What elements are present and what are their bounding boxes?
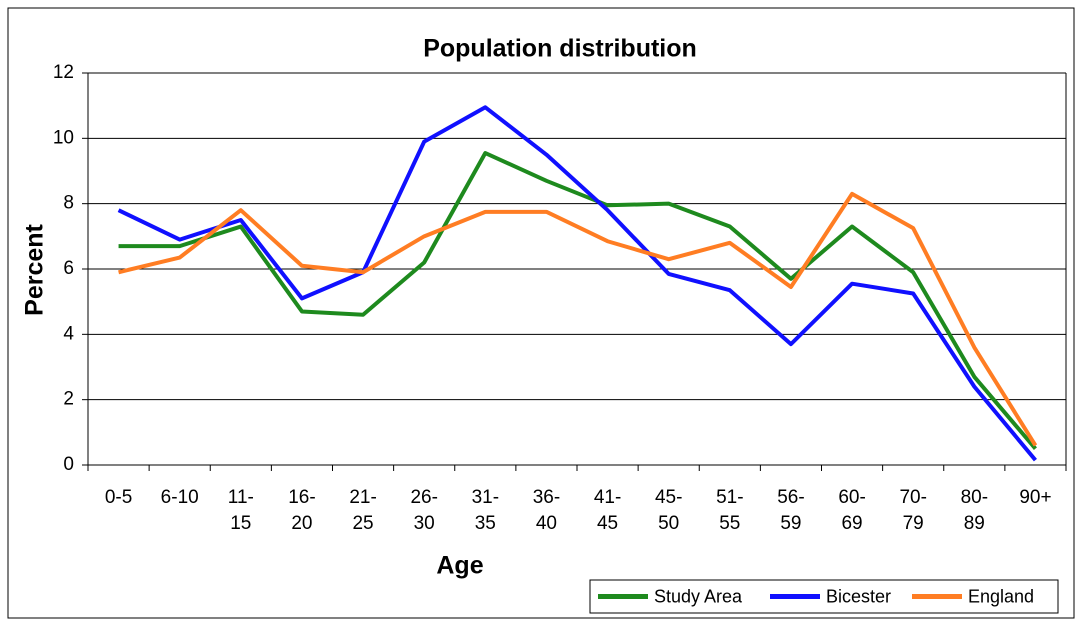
- x-tick-label: 26- 30: [410, 487, 438, 534]
- y-tick-label: 10: [53, 127, 74, 148]
- x-tick-label: 56- 59: [777, 487, 805, 534]
- x-tick-label: 41- 45: [593, 487, 622, 534]
- x-tick-label: 6-10: [160, 487, 199, 508]
- y-axis-label: Percent: [21, 223, 49, 315]
- legend-label: Bicester: [826, 586, 891, 606]
- x-tick-label: 21- 25: [349, 487, 377, 534]
- series-line: [118, 151, 1037, 450]
- x-tick-label: 80- 89: [960, 487, 989, 534]
- legend-label: Study Area: [654, 586, 743, 606]
- y-tick-label: 0: [63, 454, 74, 475]
- x-axis-label: Age: [436, 552, 483, 580]
- x-tick-label: 36- 40: [532, 487, 561, 534]
- series-line: [118, 191, 1038, 447]
- chart-title: Population distribution: [423, 35, 697, 63]
- x-tick-label: 0-5: [104, 487, 133, 508]
- x-tick-label: 60- 69: [838, 487, 866, 534]
- chart-frame: [7, 7, 1075, 619]
- x-tick-label: 16- 20: [288, 487, 316, 534]
- x-tick-label: 70- 79: [899, 487, 927, 534]
- x-tick-label: 90+: [1019, 487, 1052, 508]
- y-tick-label: 2: [63, 389, 74, 410]
- series-line: [117, 105, 1037, 462]
- x-tick-label: 11- 15: [227, 487, 254, 534]
- x-tick-label: 31- 35: [471, 487, 500, 534]
- legend-label: England: [968, 586, 1034, 606]
- y-tick-label: 8: [63, 193, 74, 214]
- x-tick-label: 45- 50: [654, 487, 683, 534]
- y-tick-label: 4: [63, 323, 74, 344]
- legend-box: [589, 579, 1059, 614]
- x-tick-label: 51- 55: [716, 487, 744, 534]
- y-tick-label: 12: [53, 62, 74, 83]
- y-tick-label: 6: [63, 258, 74, 279]
